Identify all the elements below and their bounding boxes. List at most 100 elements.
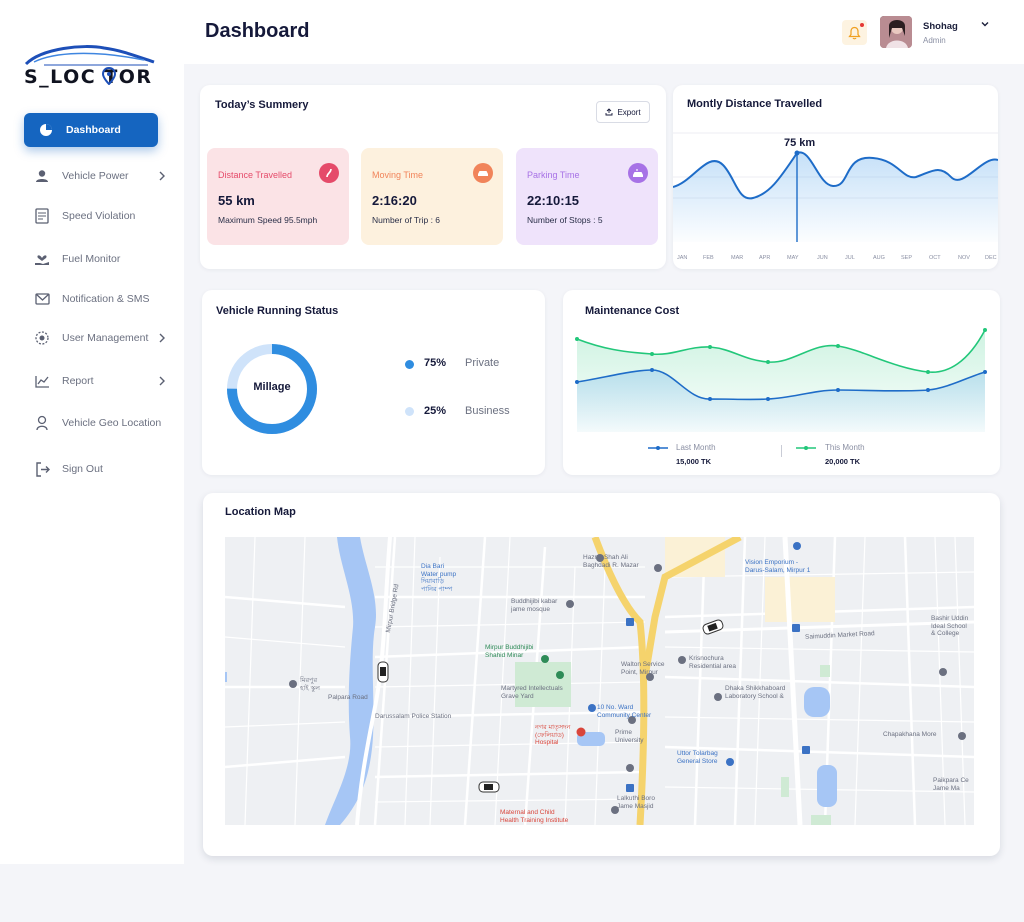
month-label: JUN bbox=[817, 255, 828, 261]
map-pin-icon[interactable] bbox=[957, 731, 967, 741]
stat-value: 55 km bbox=[218, 193, 255, 208]
sidebar-item-vehicle-power[interactable]: Vehicle Power bbox=[24, 159, 174, 193]
highlight-label: 75 km bbox=[784, 137, 816, 149]
map-label: Prime University bbox=[615, 729, 644, 744]
sidebar-item-dashboard[interactable]: Dashboard bbox=[24, 113, 158, 147]
legend-dot-private bbox=[405, 360, 414, 369]
vehicle-running-status-card: Vehicle Running Status Millage 75% Priva… bbox=[202, 290, 545, 475]
sidebar-item-speed-violation[interactable]: Speed Violation bbox=[24, 199, 174, 233]
sidebar-item-fuel-monitor[interactable]: Fuel Monitor bbox=[24, 242, 174, 276]
data-point[interactable] bbox=[836, 388, 840, 392]
data-point[interactable] bbox=[650, 368, 654, 372]
month-label: OCT bbox=[929, 255, 941, 261]
map-pin-icon[interactable] bbox=[587, 703, 597, 713]
map-label: Buddhijibi kabar jame mosque bbox=[511, 598, 558, 613]
map-pin-icon[interactable] bbox=[725, 757, 735, 767]
pie-chart-icon bbox=[38, 122, 54, 138]
data-point[interactable] bbox=[983, 328, 987, 332]
data-point[interactable] bbox=[926, 370, 930, 374]
donut-center-label: Millage bbox=[253, 381, 291, 393]
page-title: Dashboard bbox=[205, 20, 310, 42]
legend-dot-business bbox=[405, 407, 414, 416]
month-label: JUL bbox=[845, 255, 855, 261]
map-label: Dia Bari Water pump দিয়াবাড়ি পানির পাম… bbox=[421, 563, 457, 593]
card-title: Montly Distance Travelled bbox=[687, 98, 823, 110]
map-pin-icon[interactable] bbox=[938, 667, 948, 677]
road-icon bbox=[319, 163, 339, 183]
car-logo-icon bbox=[24, 45, 155, 66]
chevron-down-icon[interactable] bbox=[981, 20, 989, 28]
stat-value: 22:10:15 bbox=[527, 193, 580, 208]
location-map-card: Location Map bbox=[203, 493, 1000, 856]
last-month-area bbox=[577, 370, 985, 432]
map-label: Martyred Intellectuals Grave Yard bbox=[501, 685, 563, 700]
vehicle-marker-car-icon[interactable] bbox=[701, 618, 726, 637]
sidebar-item-sign-out[interactable]: Sign Out bbox=[24, 452, 174, 486]
data-point[interactable] bbox=[926, 388, 930, 392]
user-icon bbox=[34, 168, 50, 184]
sidebar-item-label: Notification & SMS bbox=[62, 293, 150, 305]
avatar[interactable] bbox=[880, 16, 912, 48]
month-label: AUG bbox=[873, 255, 885, 261]
map-pin-icon[interactable] bbox=[595, 553, 605, 563]
map-pin-icon[interactable] bbox=[565, 599, 575, 609]
donut-segment-private[interactable] bbox=[227, 344, 317, 434]
location-map[interactable]: Hazrat Shah Ali Baghdadi R. Mazar Dia Ba… bbox=[225, 537, 974, 825]
map-pin-icon[interactable] bbox=[625, 763, 635, 773]
card-title: Today’s Summery bbox=[215, 99, 309, 111]
hospital-pin-icon[interactable] bbox=[576, 727, 586, 737]
card-title: Maintenance Cost bbox=[585, 305, 680, 317]
highlight-point[interactable] bbox=[794, 150, 800, 156]
map-label: Hazrat Shah Ali Baghdadi R. Mazar bbox=[583, 554, 639, 569]
bus-stop-icon[interactable] bbox=[791, 623, 801, 633]
data-point[interactable] bbox=[983, 370, 987, 374]
vehicle-marker-car-icon[interactable] bbox=[478, 781, 500, 793]
sidebar-item-notification-sms[interactable]: Notification & SMS bbox=[24, 282, 174, 316]
bus-stop-icon[interactable] bbox=[625, 783, 635, 793]
user-name[interactable]: Shohag bbox=[923, 21, 958, 32]
data-point[interactable] bbox=[708, 345, 712, 349]
map-pin-icon[interactable] bbox=[555, 670, 565, 680]
sidebar-item-vehicle-geo-location[interactable]: Vehicle Geo Location bbox=[24, 406, 174, 440]
data-point[interactable] bbox=[575, 337, 579, 341]
data-point[interactable] bbox=[708, 397, 712, 401]
data-point[interactable] bbox=[766, 397, 770, 401]
map-label: Uttor Tolarbag General Store bbox=[677, 750, 718, 765]
legend-pct: 25% bbox=[424, 405, 447, 417]
data-point[interactable] bbox=[836, 344, 840, 348]
bus-stop-icon[interactable] bbox=[801, 745, 811, 755]
legend-line-this-month bbox=[796, 446, 816, 450]
map-pin-icon[interactable] bbox=[645, 672, 655, 682]
data-point[interactable] bbox=[575, 380, 579, 384]
sidebar-item-user-management[interactable]: User Management bbox=[24, 321, 174, 355]
map-pin-icon[interactable] bbox=[288, 679, 298, 689]
legend-value: 20,000 TK bbox=[825, 457, 861, 466]
map-pin-icon[interactable] bbox=[677, 655, 687, 665]
logo[interactable]: S_LOC TOR bbox=[24, 38, 159, 93]
map-base bbox=[225, 537, 974, 825]
map-pin-icon[interactable] bbox=[713, 692, 723, 702]
map-pin-icon[interactable] bbox=[792, 541, 802, 551]
vehicle-marker-car-icon[interactable] bbox=[377, 661, 389, 683]
avatar-photo-icon bbox=[880, 16, 912, 48]
map-pin-icon[interactable] bbox=[653, 563, 663, 573]
month-label: FEB bbox=[703, 255, 714, 261]
notification-button[interactable] bbox=[842, 20, 867, 45]
data-point[interactable] bbox=[766, 360, 770, 364]
export-button[interactable]: Export bbox=[596, 101, 650, 123]
distance-chart bbox=[673, 132, 998, 242]
sidebar-item-report[interactable]: Report bbox=[24, 364, 174, 398]
mosque-pin-icon[interactable] bbox=[610, 805, 620, 815]
sidebar: S_LOC TOR Dashboard Vehicle Power Speed … bbox=[0, 0, 184, 864]
sign-out-icon bbox=[34, 461, 50, 477]
export-label: Export bbox=[617, 107, 641, 117]
bell-icon bbox=[848, 26, 861, 39]
map-river bbox=[325, 537, 377, 825]
bus-stop-icon[interactable] bbox=[625, 617, 635, 627]
legend-line-last-month bbox=[648, 446, 668, 450]
month-label: MAY bbox=[787, 255, 799, 261]
data-point[interactable] bbox=[650, 352, 654, 356]
map-pin-icon[interactable] bbox=[540, 654, 550, 664]
map-pin-icon[interactable] bbox=[627, 715, 637, 725]
month-label: DEC bbox=[985, 255, 997, 261]
